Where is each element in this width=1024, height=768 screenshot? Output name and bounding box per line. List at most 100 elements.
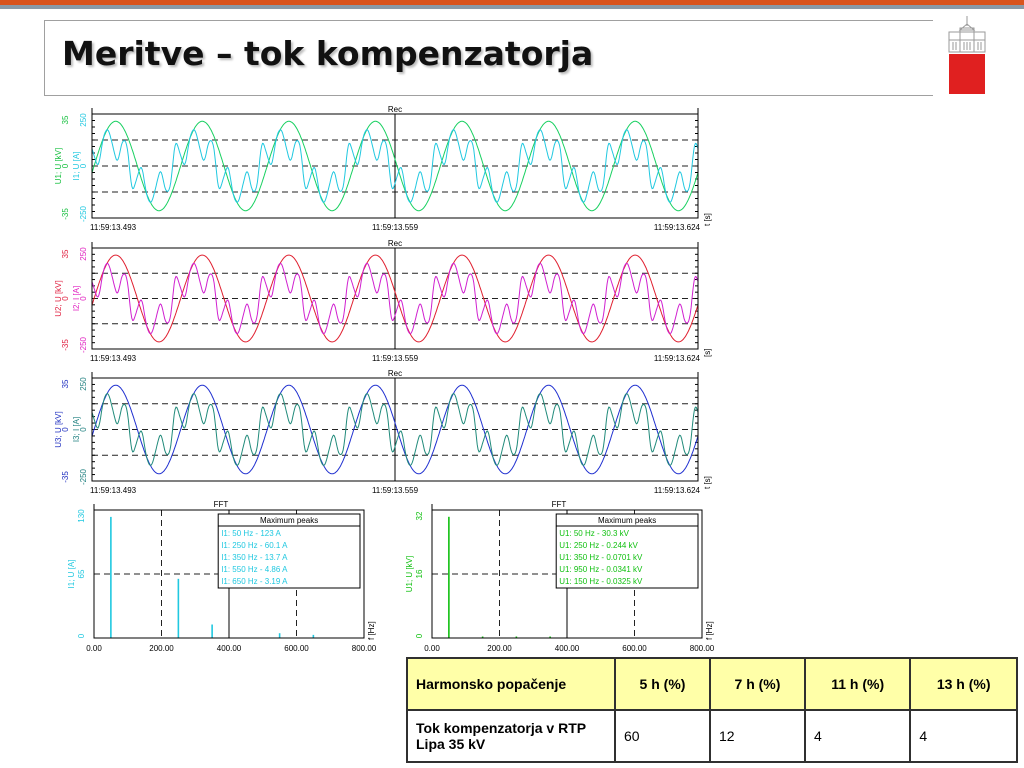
- x-tick-label: 0.00: [86, 644, 102, 653]
- x-axis-label: [s]: [703, 349, 712, 357]
- chart-title: FFT: [552, 500, 567, 509]
- x-axis-label: t [s]: [703, 213, 712, 226]
- y-right-axis-label: I2; I [A]: [72, 286, 81, 311]
- table-cell: 4: [909, 709, 1018, 763]
- x-tick-label: 11:59:13.559: [372, 486, 419, 495]
- x-tick-label: 11:59:13.624: [654, 486, 701, 495]
- chart-title: Rec: [388, 369, 402, 378]
- university-logo-icon: [948, 16, 986, 94]
- y-tick-label: 32: [415, 511, 424, 520]
- series-line: [91, 262, 699, 335]
- series-line: [91, 393, 699, 466]
- table-header-cell: 13 h (%): [909, 657, 1018, 711]
- series-line: [91, 120, 699, 212]
- waveform-chart-3: Rec 11:59:13.493 11:59:13.559 11:59:13.624t…: [54, 369, 712, 495]
- waveform-chart-1: Rec 11:59:13.493 11:59:13.559 11:59:13.624t…: [54, 105, 712, 232]
- x-tick-label: 11:59:13.559: [372, 354, 419, 363]
- y-tick-label: 65: [77, 569, 86, 578]
- series-line: [91, 129, 699, 203]
- plot-border: [91, 113, 699, 219]
- plot-border: [93, 509, 365, 639]
- y-left-axis-label: U3; U [kV]: [54, 411, 63, 447]
- y-right-tick-label: -250: [79, 468, 88, 485]
- y-right-tick-label: -250: [79, 336, 88, 353]
- y-left-tick-label: -35: [61, 471, 70, 483]
- legend-entry: U1: 150 Hz - 0.0325 kV: [559, 577, 643, 586]
- fft-chart-current: FFT 0.00 200.00 400.00 600.00 800.00 f [Hz] 130…: [67, 500, 377, 653]
- legend-entry: U1: 250 Hz - 0.244 kV: [559, 541, 638, 550]
- y-left-axis-label: U1; U [kV]: [54, 148, 63, 184]
- x-tick-label: 400.00: [217, 644, 242, 653]
- y-right-tick-label: -250: [79, 205, 88, 222]
- y-right-tick-label: 250: [79, 247, 88, 261]
- y-right-tick-label: 0: [79, 163, 88, 168]
- legend-entry: I1: 650 Hz - 3.19 A: [221, 577, 288, 586]
- legend-title: Maximum peaks: [598, 516, 656, 525]
- y-tick-label: 130: [77, 509, 86, 523]
- legend-entry: U1: 950 Hz - 0.0341 kV: [559, 565, 643, 574]
- plot-border: [91, 377, 699, 482]
- y-right-axis-label: I1; U [A]: [72, 152, 81, 181]
- x-axis-label: t [s]: [703, 476, 712, 489]
- table-cell: 4: [803, 709, 912, 763]
- legend-entry: I1: 550 Hz - 4.86 A: [221, 565, 288, 574]
- fft-chart-voltage: FFT 0.00 200.00 400.00 600.00 800.00 f [Hz] 32 1…: [405, 500, 715, 653]
- legend-entry: U1: 50 Hz - 30.3 kV: [559, 529, 629, 538]
- y-right-tick-label: 0: [79, 296, 88, 301]
- top-secondary-bar: [0, 5, 1024, 9]
- y-left-tick-label: 0: [61, 427, 70, 432]
- y-right-tick-label: 250: [79, 113, 88, 127]
- x-tick-label: 11:59:13.493: [90, 486, 137, 495]
- series-line: [91, 384, 699, 475]
- x-tick-label: 800.00: [352, 644, 377, 653]
- x-tick-label: 600.00: [622, 644, 647, 653]
- y-left-tick-label: 35: [61, 379, 70, 388]
- chart-title: FFT: [214, 500, 229, 509]
- legend-title: Maximum peaks: [260, 516, 318, 525]
- plot-border: [431, 509, 703, 639]
- y-left-tick-label: 0: [61, 296, 70, 301]
- table-header-cell: 7 h (%): [708, 657, 806, 711]
- x-tick-label: 11:59:13.624: [654, 223, 701, 232]
- top-accent-bar: [0, 0, 1024, 5]
- harmonic-distortion-table: Harmonsko popačenje 5 h (%) 7 h (%) 11 h…: [406, 657, 1018, 763]
- x-tick-label: 11:59:13.493: [90, 354, 137, 363]
- y-left-tick-label: 35: [61, 249, 70, 258]
- chart-title: Rec: [388, 239, 402, 248]
- y-axis-label: U1; U [kV]: [405, 556, 414, 592]
- table-header-cell: 11 h (%): [803, 657, 912, 711]
- x-tick-label: 600.00: [284, 644, 309, 653]
- table-cell: 12: [708, 709, 806, 763]
- slide-title: Meritve – tok kompenzatorja: [62, 34, 594, 73]
- x-tick-label: 400.00: [555, 644, 580, 653]
- x-tick-label: 11:59:13.559: [372, 223, 419, 232]
- y-left-tick-label: 35: [61, 115, 70, 124]
- x-tick-label: 200.00: [149, 644, 174, 653]
- table-header-cell: Harmonsko popačenje: [406, 657, 616, 711]
- y-left-axis-label: U2; U [kV]: [54, 280, 63, 316]
- y-tick-label: 0: [77, 633, 86, 638]
- x-tick-label: 0.00: [424, 644, 440, 653]
- table-header-cell: 5 h (%): [614, 657, 711, 711]
- legend-entry: U1: 350 Hz - 0.0701 kV: [559, 553, 643, 562]
- y-tick-label: 16: [415, 569, 424, 578]
- y-left-tick-label: -35: [61, 208, 70, 220]
- x-axis-label: f [Hz]: [367, 621, 376, 640]
- y-left-tick-label: -35: [61, 339, 70, 351]
- waveform-chart-2: Rec 11:59:13.493 11:59:13.559 11:59:13.624[…: [54, 239, 712, 363]
- title-frame: [44, 20, 933, 96]
- table-cell: 60: [614, 709, 711, 763]
- y-tick-label: 0: [415, 633, 424, 638]
- legend-entry: I1: 350 Hz - 13.7 A: [221, 553, 288, 562]
- table-row: Tok kompenzatorja v RTP Lipa 35 kV 60 12…: [406, 709, 1018, 763]
- x-tick-label: 11:59:13.624: [654, 354, 701, 363]
- legend-entry: I1: 50 Hz - 123 A: [221, 529, 281, 538]
- y-right-tick-label: 0: [79, 427, 88, 432]
- table-header-row: Harmonsko popačenje 5 h (%) 7 h (%) 11 h…: [406, 657, 1018, 711]
- y-right-tick-label: 250: [79, 377, 88, 391]
- chart-title: Rec: [388, 105, 402, 114]
- logo-red-block: [949, 54, 985, 94]
- legend-entry: I1: 250 Hz - 60.1 A: [221, 541, 288, 550]
- x-tick-label: 800.00: [690, 644, 715, 653]
- x-tick-label: 11:59:13.493: [90, 223, 137, 232]
